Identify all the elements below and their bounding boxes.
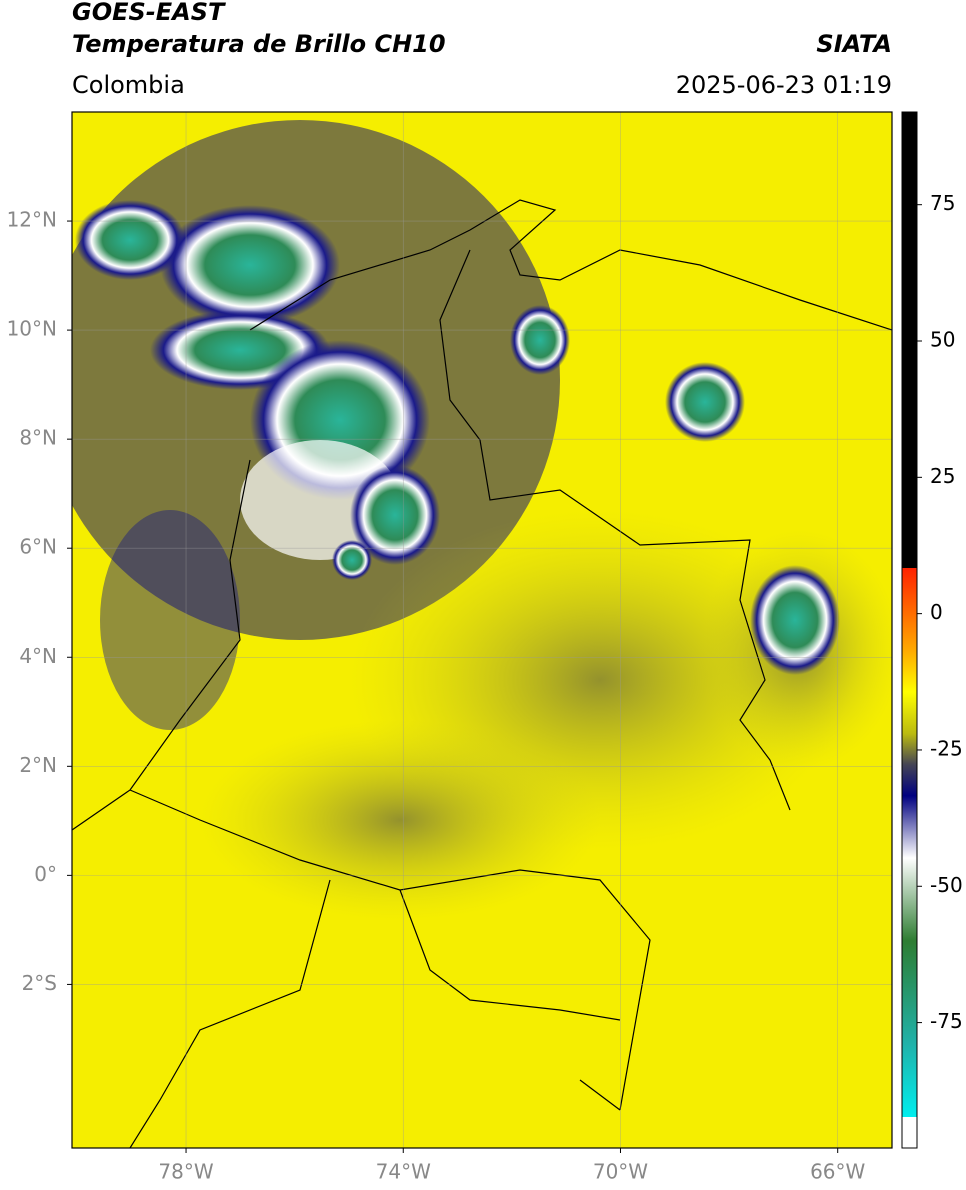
y-tick-label: 12°N [7, 208, 57, 232]
datetime: 2025-06-23 01:19 [676, 71, 892, 99]
grid [72, 112, 892, 1148]
y-tick-label: 0° [34, 862, 57, 886]
source: SIATA [816, 30, 892, 58]
colorbar-tick-label: 50 [930, 328, 955, 352]
y-tick-label: 4°N [19, 644, 57, 668]
y-tick-label: 10°N [7, 317, 57, 341]
x-tick-label: 70°W [593, 1160, 648, 1184]
colorbar [901, 111, 918, 1149]
x-tick-label: 78°W [158, 1160, 213, 1184]
colorbar-tick-label: -75 [930, 1009, 963, 1033]
colorbar-tick-label: 75 [930, 191, 955, 215]
y-tick-label: 2°N [19, 753, 57, 777]
map-frame [71, 111, 893, 1149]
colorbar-tick-label: -50 [930, 873, 963, 897]
region: Colombia [72, 71, 185, 99]
colorbar-tick-label: 25 [930, 464, 955, 488]
y-tick-label: 6°N [19, 535, 57, 559]
title-line2: Temperatura de Brillo CH10 [72, 30, 446, 58]
satellite-image [72, 112, 892, 1148]
y-tick-label: 8°N [19, 426, 57, 450]
x-tick-label: 74°W [376, 1160, 431, 1184]
colorbar-tick-label: -25 [930, 736, 963, 760]
y-tick-label: 2°S [22, 971, 57, 995]
title-line1: GOES-EAST [72, 0, 226, 26]
x-tick-label: 66°W [810, 1160, 865, 1184]
colorbar-tick-label: 0 [930, 600, 943, 624]
